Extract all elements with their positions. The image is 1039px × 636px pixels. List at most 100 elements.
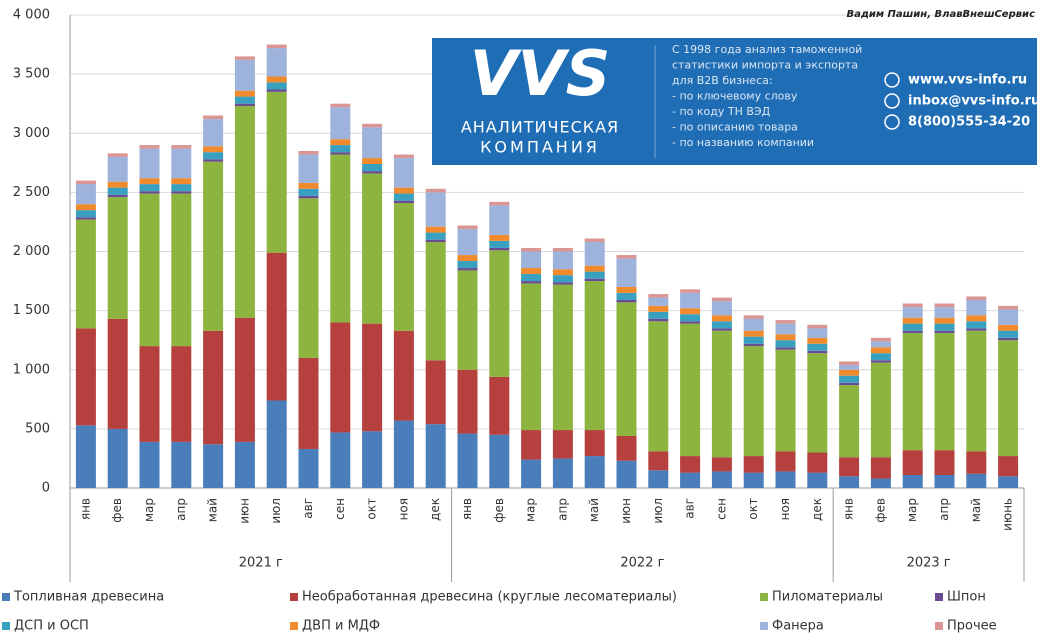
- bar-segment: [521, 430, 542, 460]
- bar-segment: [457, 229, 478, 256]
- bar-segment: [807, 353, 828, 453]
- bar-segment: [584, 265, 605, 272]
- bar-segment: [107, 197, 128, 319]
- bar-segment: [902, 317, 923, 324]
- bar-segment: [489, 201, 510, 206]
- x-tick-label: мар: [142, 498, 156, 522]
- year-label: 2021 г: [239, 556, 283, 571]
- bar-segment: [711, 297, 732, 302]
- bar-segment: [425, 232, 446, 240]
- bar-segment: [998, 305, 1019, 310]
- bar-segment: [743, 330, 764, 337]
- bar-segment: [457, 225, 478, 230]
- bar-segment: [139, 178, 160, 185]
- bar-segment: [171, 145, 192, 149]
- bar-segment: [234, 59, 255, 91]
- bar-segment: [552, 247, 573, 252]
- y-tick-label: 3 000: [13, 126, 50, 141]
- bar-segment: [203, 159, 224, 162]
- bar-segment: [298, 448, 319, 488]
- banner: VVS АНАЛИТИЧЕСКАЯ КОМПАНИЯ С 1998 года а…: [432, 37, 1039, 165]
- bar-segment: [870, 360, 891, 363]
- x-tick-label: янв: [842, 498, 856, 520]
- bar-segment: [902, 450, 923, 475]
- y-tick-label: 3 500: [13, 67, 50, 82]
- bar-segment: [998, 337, 1019, 341]
- bar-segment: [362, 171, 383, 174]
- bar-segment: [807, 337, 828, 344]
- bar-segment: [107, 181, 128, 188]
- x-tick-label: авг: [301, 498, 315, 519]
- bar-segment: [552, 430, 573, 459]
- contact: 8(800)555-34-20: [908, 115, 1030, 130]
- bar-segment: [966, 321, 987, 329]
- bar-segment: [616, 299, 637, 303]
- bar-segment: [934, 474, 955, 488]
- legend-swatch: [760, 622, 768, 630]
- contact: www.vvs-info.ru: [908, 73, 1027, 88]
- bar-segment: [521, 247, 542, 252]
- bar-segment: [171, 178, 192, 185]
- bar-segment: [584, 242, 605, 266]
- bar-segment: [298, 182, 319, 189]
- x-tick-label: окт: [746, 498, 760, 520]
- bar-segment: [870, 457, 891, 479]
- bar-segment: [457, 433, 478, 488]
- bar-segment: [648, 451, 669, 471]
- bar-segment: [330, 139, 351, 146]
- banner-text: - по описанию товара: [672, 121, 798, 134]
- bar-segment: [743, 472, 764, 488]
- bar-segment: [998, 476, 1019, 488]
- bar-segment: [966, 328, 987, 331]
- bar-segment: [425, 360, 446, 425]
- plot: 0 500 1 000 1 500 2 000 2 500 3 000 3 500 4 000 я…: [2, 8, 1025, 634]
- legend-label: ДВП и МДФ: [302, 619, 380, 634]
- bar-segment: [234, 90, 255, 97]
- bar-segment: [711, 301, 732, 316]
- y-tick-label: 4 000: [13, 8, 50, 23]
- x-tick-label: июн: [237, 498, 251, 524]
- bar-segment: [75, 425, 96, 488]
- x-tick-label: сен: [714, 498, 728, 520]
- bar-segment: [934, 307, 955, 318]
- bar-segment: [139, 145, 160, 149]
- x-tick-label: апр: [555, 498, 569, 521]
- bar-segment: [393, 203, 414, 331]
- bar-segment: [521, 273, 542, 282]
- bar-segment: [457, 255, 478, 261]
- banner-text: для B2B бизнеса:: [672, 74, 773, 87]
- bar-segment: [266, 76, 287, 83]
- bar-segment: [743, 456, 764, 473]
- y-tick-label: 500: [25, 421, 50, 436]
- bar-segment: [902, 333, 923, 451]
- banner-text: - по ключевому слову: [672, 90, 798, 103]
- x-tick-label: июнь: [1001, 498, 1015, 531]
- bar-segment: [266, 89, 287, 92]
- x-tick-label: июл: [269, 498, 283, 524]
- bar-segment: [680, 292, 701, 309]
- bar-segment: [362, 431, 383, 488]
- bar-segment: [616, 292, 637, 300]
- bar-segment: [616, 435, 637, 461]
- bar-segment: [489, 234, 510, 241]
- bar-segment: [107, 194, 128, 198]
- contact-icon: [884, 72, 900, 88]
- bar-segment: [711, 330, 732, 458]
- banner-text: С 1998 года анализ таможенной: [672, 43, 862, 56]
- bar-segment: [393, 420, 414, 488]
- bar-segment: [775, 471, 796, 488]
- bar-segment: [489, 205, 510, 235]
- bar-segment: [298, 154, 319, 183]
- bar-segment: [743, 343, 764, 347]
- contact: inbox@vvs-info.ru: [908, 94, 1039, 109]
- bar-segment: [234, 441, 255, 488]
- x-tick-label: ноя: [396, 498, 410, 520]
- x-tick-label: мар: [905, 498, 919, 522]
- bar-segment: [584, 271, 605, 279]
- bar-segment: [362, 127, 383, 159]
- bar-segment: [393, 330, 414, 421]
- bar-segment: [139, 193, 160, 347]
- bar-segment: [457, 260, 478, 269]
- bar-segment: [425, 226, 446, 233]
- bar-segment: [203, 330, 224, 445]
